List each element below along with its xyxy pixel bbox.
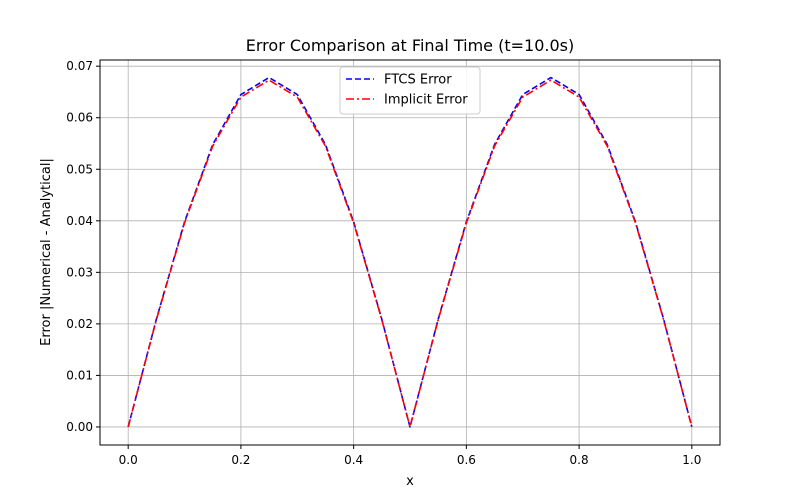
x-tick-label: 1.0 bbox=[682, 453, 701, 467]
y-tick-label: 0.00 bbox=[66, 420, 93, 434]
series-line-implicit-error bbox=[127, 79, 693, 428]
chart-title: Error Comparison at Final Time (t=10.0s) bbox=[246, 36, 574, 55]
y-tick-label: 0.06 bbox=[66, 111, 93, 125]
plot-frame bbox=[99, 59, 721, 446]
legend: FTCS Error Implicit Error bbox=[339, 66, 481, 115]
y-tick-label: 0.02 bbox=[66, 317, 93, 331]
series-layer bbox=[127, 76, 693, 428]
y-tick-label: 0.05 bbox=[66, 162, 93, 176]
grid-lines bbox=[100, 60, 720, 445]
series-line-ftcs-error bbox=[127, 76, 693, 428]
legend-box bbox=[339, 66, 481, 115]
y-tick-label: 0.04 bbox=[66, 214, 93, 228]
x-tick-label: 0.6 bbox=[457, 453, 476, 467]
x-tick-label: 0.2 bbox=[231, 453, 250, 467]
legend-label: FTCS Error bbox=[384, 73, 452, 88]
x-tick-label: 0.4 bbox=[344, 453, 363, 467]
x-axis-label: x bbox=[406, 474, 414, 489]
x-tick-label: 0.8 bbox=[570, 453, 589, 467]
legend-label: Implicit Error bbox=[384, 93, 468, 108]
axis-ticks: 0.0 0.2 0.4 0.6 0.8 1.0 0.00 0.01 0.02 0.03 0.04 0.… bbox=[66, 59, 701, 467]
y-axis-label: Error |Numerical - Analytical| bbox=[39, 158, 54, 346]
y-tick-label: 0.03 bbox=[66, 265, 93, 279]
x-tick-label: 0.0 bbox=[119, 453, 138, 467]
y-tick-label: 0.01 bbox=[66, 368, 93, 382]
y-tick-label: 0.07 bbox=[66, 59, 93, 73]
